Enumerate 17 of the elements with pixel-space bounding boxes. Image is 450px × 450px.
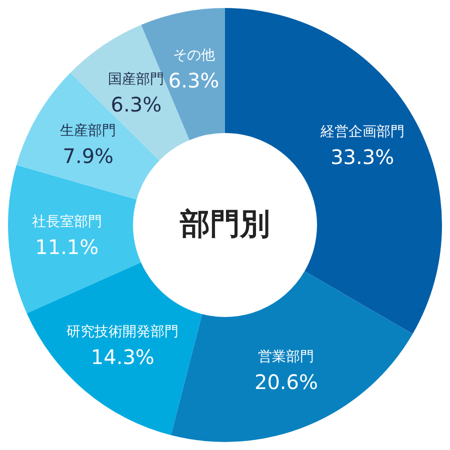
data-label: 14.3% (90, 345, 154, 370)
data-label: 20.6% (254, 370, 318, 394)
slice-label: その他 (172, 48, 215, 64)
slice-label: 生産部門 (60, 123, 116, 140)
slice-label: 経営企画部門 (319, 124, 404, 140)
data-label: 33.3% (330, 144, 394, 169)
text: 部門別 (179, 207, 270, 242)
data-label: 6.3% (110, 92, 162, 117)
data-label: 11.1% (35, 234, 99, 259)
slice-label: 研究技術開発部門 (66, 324, 179, 340)
slice-label: 営業部門 (258, 349, 314, 366)
donut-slice (8, 164, 141, 314)
data-label: 6.3% (168, 68, 220, 93)
slice-label: 社長室部門 (32, 214, 102, 230)
donut-slice (26, 262, 202, 436)
slice-label: 国産部門 (108, 72, 164, 88)
data-label: 7.9% (62, 144, 114, 168)
